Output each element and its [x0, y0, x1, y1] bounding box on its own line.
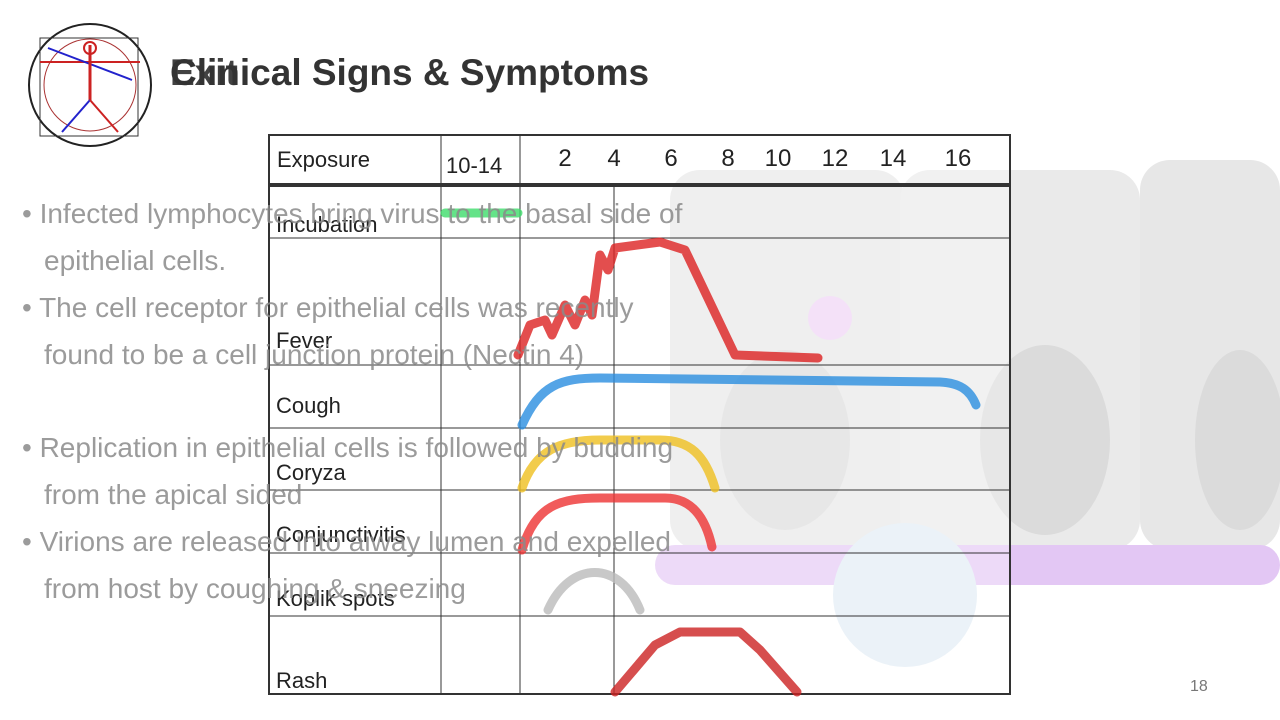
- bullet: • Virions are released into aiway lumen …: [22, 526, 672, 604]
- day-label: 10: [764, 145, 792, 172]
- logo: [28, 23, 152, 147]
- day-label: 2: [558, 145, 572, 172]
- slide-title: Clinical Signs & Symptoms: [170, 52, 650, 93]
- day-label: 6: [664, 145, 678, 172]
- bullet: • The cell receptor for epithelial cells…: [22, 292, 634, 370]
- day-label: 8: [721, 145, 735, 172]
- row-label: Rash: [276, 668, 328, 693]
- row-label: Coryza: [276, 460, 346, 485]
- row-label: Conjunctivitis: [276, 522, 406, 547]
- row-label: Koplik spots: [276, 586, 395, 611]
- day-label: 16: [944, 145, 972, 172]
- row-label: Incubation: [276, 212, 378, 237]
- slide-number: 18: [1190, 678, 1208, 695]
- day-label: 12: [821, 145, 849, 172]
- bullet: • Replication in epithelial cells is fol…: [22, 432, 674, 510]
- incubation-days: 10-14: [446, 153, 503, 178]
- day-label: 14: [879, 145, 907, 172]
- symptom-curves: [440, 208, 981, 697]
- ghost-title: Exit: [170, 52, 238, 93]
- cell-illustration: [655, 160, 1280, 667]
- bullet: • Infected lymphocytes bring virus to th…: [22, 198, 683, 276]
- day-label: 4: [607, 145, 621, 172]
- header-label: Exposure: [277, 147, 370, 172]
- row-label: Fever: [276, 328, 333, 353]
- row-label: Cough: [276, 393, 341, 418]
